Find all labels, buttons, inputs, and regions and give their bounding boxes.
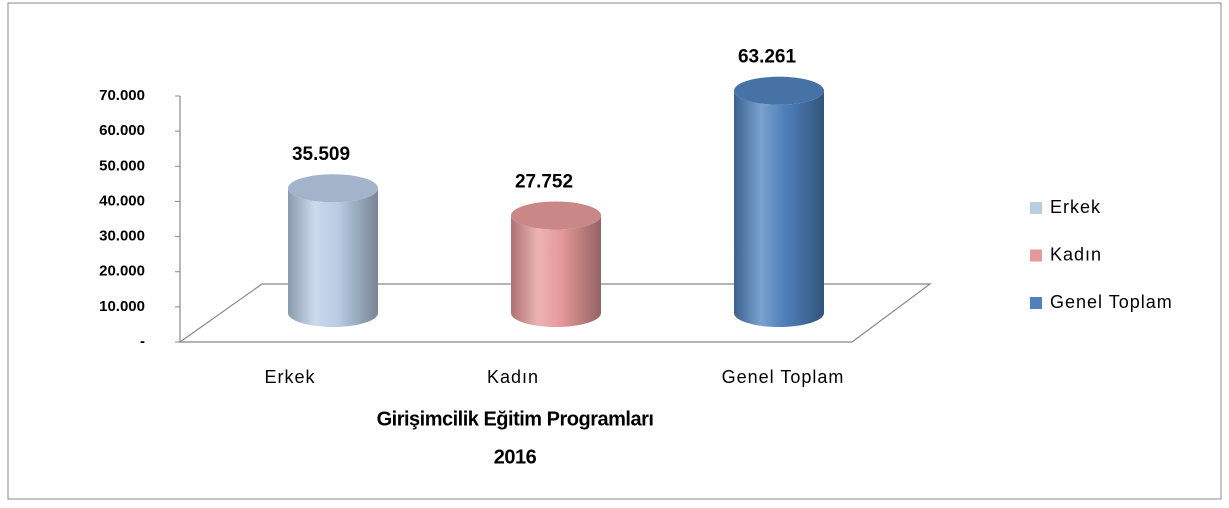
value-label: 27.752 — [515, 171, 573, 192]
x-tick-label: Erkek — [264, 367, 315, 387]
y-tick-label: 20.000 — [99, 263, 145, 280]
legend-swatch — [1030, 202, 1042, 214]
cylinder — [288, 188, 379, 327]
value-label: 35.509 — [292, 144, 350, 165]
chart-subtitle: 2016 — [494, 446, 537, 468]
y-tick-label: 70.000 — [99, 87, 145, 104]
chart-title: Girişimcilik Eğitim Programları — [377, 408, 654, 430]
y-tick-label: 50.000 — [99, 157, 145, 174]
y-tick-label: 10.000 — [99, 298, 145, 315]
x-tick-label: Genel Toplam — [722, 367, 845, 387]
cylinder-top — [288, 174, 378, 203]
legend-swatch — [1030, 249, 1042, 262]
y-tick-label: 60.000 — [99, 122, 145, 139]
legend-label: Kadın — [1050, 244, 1102, 264]
legend-label: Genel Toplam — [1050, 292, 1173, 312]
cylinder-top — [511, 201, 601, 230]
cylinder-top — [734, 76, 824, 105]
value-label: 63.261 — [738, 47, 797, 68]
legend-swatch — [1030, 297, 1042, 309]
y-tick-label: 40.000 — [99, 192, 145, 209]
y-tick-label: 30.000 — [99, 228, 145, 245]
legend-label: Erkek — [1050, 197, 1101, 217]
chart-border — [7, 2, 1222, 500]
y-tick-label: - — [140, 333, 145, 350]
cylinder — [734, 90, 824, 327]
floor — [178, 283, 932, 343]
cylinder — [511, 215, 601, 327]
x-tick-label: Kadın — [487, 367, 539, 387]
